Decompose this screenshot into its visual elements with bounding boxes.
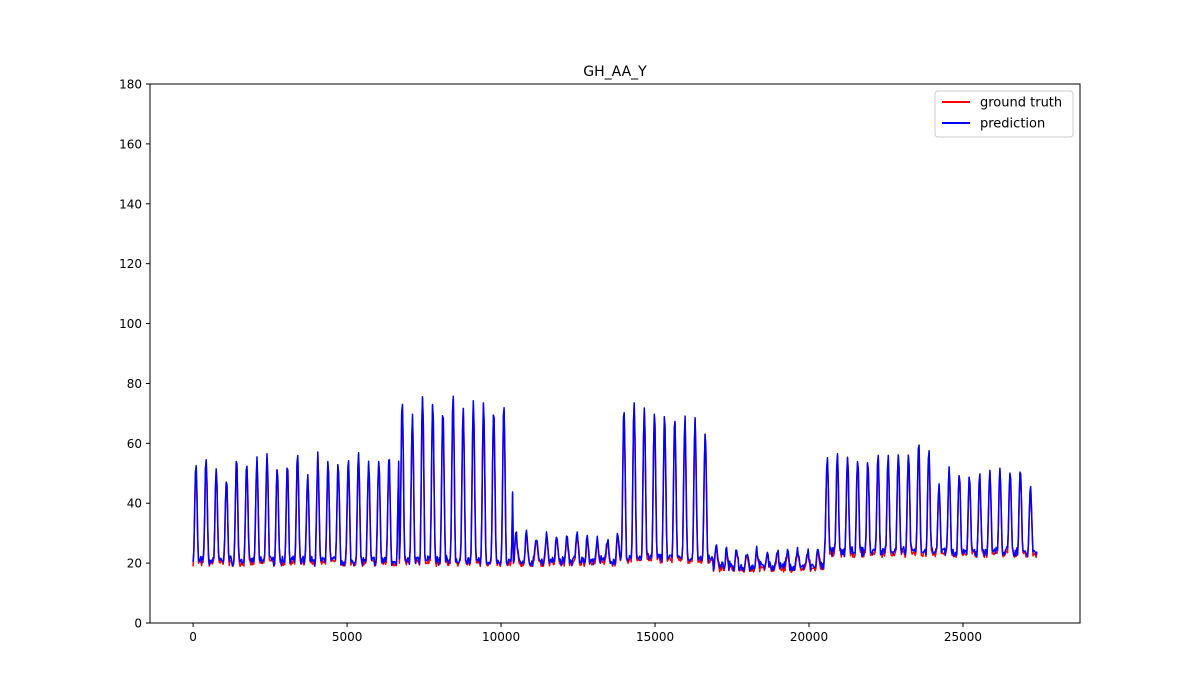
y-tick-label: 20: [127, 557, 142, 571]
series-layer: [192, 395, 1038, 574]
y-tick-label: 180: [119, 78, 142, 92]
y-tick-label: 60: [127, 437, 142, 451]
y-tick-label: 160: [119, 137, 142, 151]
series-line-prediction: [192, 395, 1038, 572]
y-tick-label: 80: [127, 377, 142, 391]
legend-label-prediction: prediction: [980, 117, 1045, 132]
legend: ground truth prediction: [934, 90, 1074, 138]
y-tick-label: 100: [119, 317, 142, 331]
y-tick-label: 40: [127, 497, 142, 511]
x-tick-label: 25000: [944, 630, 982, 644]
x-tick-label: 0: [189, 630, 197, 644]
y-axis: 0 20 40 60 80 100 120 140 160 180: [119, 78, 150, 631]
x-tick-label: 15000: [636, 630, 674, 644]
plot-area-frame: [149, 83, 1081, 624]
x-tick-label: 10000: [482, 630, 520, 644]
y-tick-label: 120: [119, 257, 142, 271]
x-tick-label: 5000: [332, 630, 363, 644]
x-axis: 0 5000 10000 15000 20000 25000: [189, 623, 982, 644]
chart-title: GH_AA_Y: [583, 64, 647, 80]
y-tick-label: 140: [119, 197, 142, 211]
x-tick-label: 20000: [790, 630, 828, 644]
y-tick-label: 0: [134, 617, 142, 631]
legend-label-ground-truth: ground truth: [980, 96, 1062, 111]
